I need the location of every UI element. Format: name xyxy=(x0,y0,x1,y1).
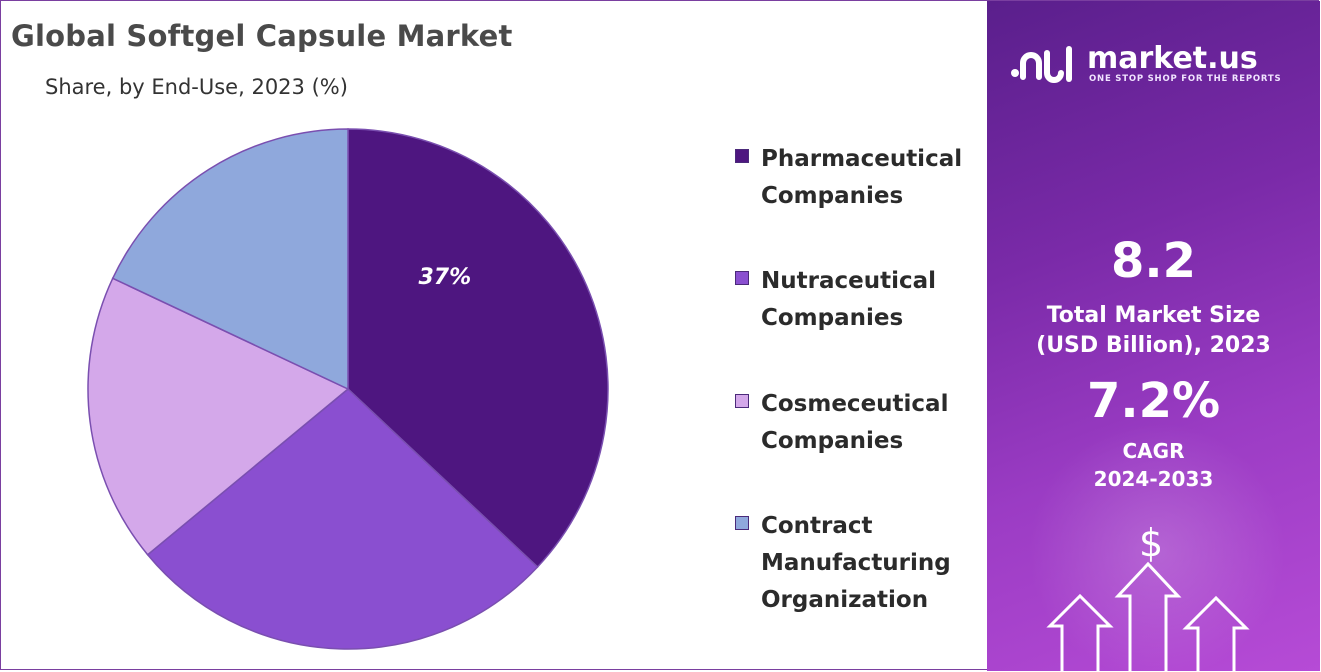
pie-slice-nutraceutical xyxy=(146,388,539,650)
brand-name: market.us xyxy=(1087,41,1258,76)
legend-label-nutraceutical: Nutraceutical Companies xyxy=(761,268,937,331)
pie-slice-pharmaceutical xyxy=(347,128,609,569)
growth-arrows-icon xyxy=(1046,561,1250,671)
market-summary-panel: market.us ONE STOP SHOP FOR THE REPORTS … xyxy=(987,1,1320,671)
pie-slice-cosmeceutical xyxy=(87,277,350,556)
chart-panel: Global Softgel Capsule Market Share, by … xyxy=(1,1,987,671)
brand-tagline: ONE STOP SHOP FOR THE REPORTS xyxy=(1089,74,1282,84)
pie-slice-contract-manufacturing xyxy=(111,128,349,391)
legend-swatch-pharmaceutical xyxy=(735,149,749,163)
legend-label-cosmeceutical: Cosmeceutical Companies xyxy=(761,391,949,454)
chart-title: Global Softgel Capsule Market xyxy=(11,19,513,53)
market-us-logo-icon xyxy=(1011,46,1072,83)
pie-chart: 37% xyxy=(87,128,609,650)
legend-label-pharmaceutical: Pharmaceutical Companies xyxy=(761,146,963,209)
brand-logo: market.us ONE STOP SHOP FOR THE REPORTS xyxy=(1009,41,1309,91)
cagr-value: 7.2% xyxy=(1086,373,1221,429)
cagr-label: CAGR 2024-2033 xyxy=(1093,439,1214,491)
market-size-label: Total Market Size (USD Billion), 2023 xyxy=(1036,303,1271,358)
legend-swatch-nutraceutical xyxy=(735,271,749,285)
legend-label-contract-manufacturing: Contract Manufacturing Organization xyxy=(761,513,951,613)
dollar-icon: $ xyxy=(1139,521,1164,565)
pie-data-label-pharmaceutical: 37% xyxy=(419,265,472,290)
market-size-value: 8.2 xyxy=(1110,233,1197,289)
legend-swatch-cosmeceutical xyxy=(735,394,749,408)
chart-subtitle: Share, by End-Use, 2023 (%) xyxy=(45,75,348,99)
legend-swatch-contract-manufacturing xyxy=(735,516,749,530)
